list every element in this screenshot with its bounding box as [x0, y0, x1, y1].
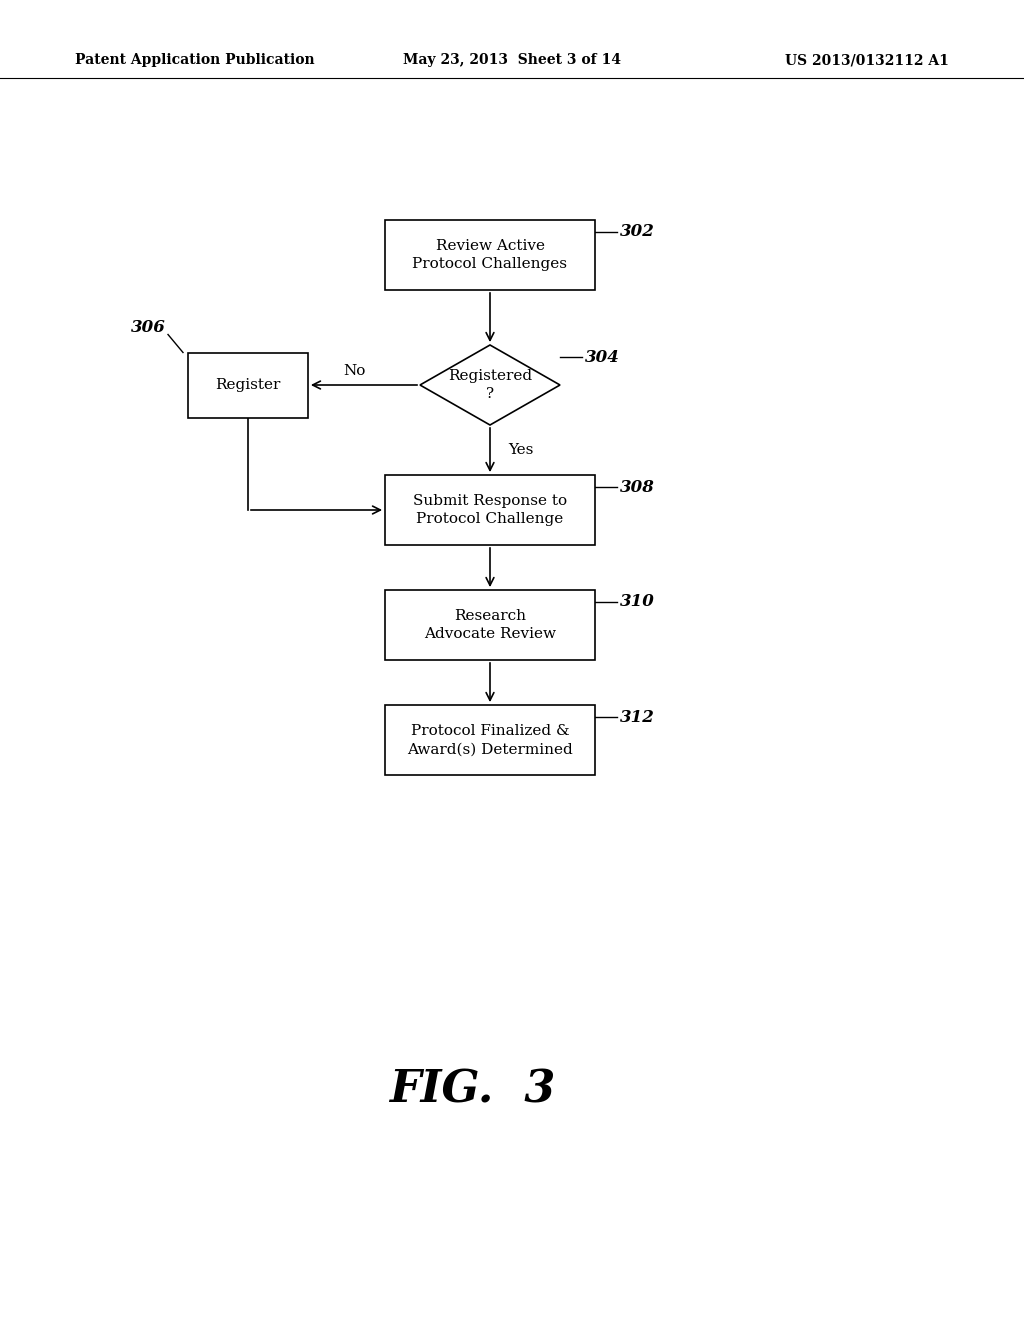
- Text: FIG.  3: FIG. 3: [389, 1068, 555, 1111]
- Text: Registered
?: Registered ?: [447, 370, 532, 401]
- Bar: [385, 475, 595, 545]
- Text: 302: 302: [620, 223, 655, 240]
- Text: 304: 304: [585, 348, 620, 366]
- Bar: [188, 352, 308, 417]
- Bar: [385, 705, 595, 775]
- Text: 306: 306: [131, 319, 166, 337]
- Text: No: No: [343, 364, 366, 378]
- Bar: [385, 220, 595, 290]
- Polygon shape: [420, 345, 560, 425]
- Text: Patent Application Publication: Patent Application Publication: [75, 53, 314, 67]
- Text: US 2013/0132112 A1: US 2013/0132112 A1: [785, 53, 949, 67]
- Bar: [385, 590, 595, 660]
- Text: Research
Advocate Review: Research Advocate Review: [424, 609, 556, 642]
- Text: Register: Register: [215, 378, 281, 392]
- Text: 310: 310: [620, 594, 655, 610]
- Text: Review Active
Protocol Challenges: Review Active Protocol Challenges: [413, 239, 567, 271]
- Text: 312: 312: [620, 709, 655, 726]
- Text: May 23, 2013  Sheet 3 of 14: May 23, 2013 Sheet 3 of 14: [403, 53, 621, 67]
- Text: Submit Response to
Protocol Challenge: Submit Response to Protocol Challenge: [413, 494, 567, 527]
- Text: Yes: Yes: [508, 444, 534, 457]
- Text: 308: 308: [620, 479, 655, 495]
- Text: Protocol Finalized &
Award(s) Determined: Protocol Finalized & Award(s) Determined: [408, 723, 572, 756]
